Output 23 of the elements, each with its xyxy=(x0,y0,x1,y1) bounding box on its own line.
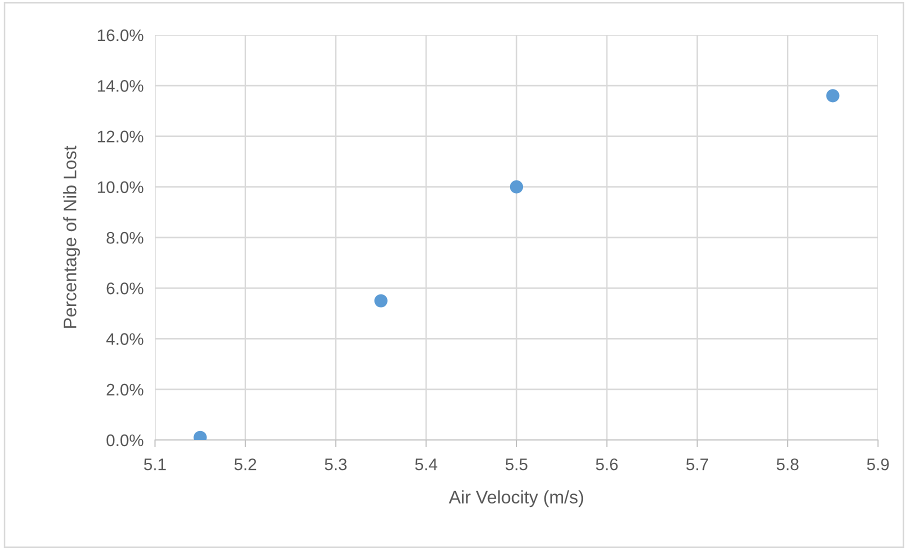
y-tick-label: 4.0% xyxy=(106,333,144,345)
y-tick-label: 14.0% xyxy=(98,80,144,92)
x-tick-label: 5.7 xyxy=(686,458,708,470)
x-tick-label: 5.1 xyxy=(144,458,166,470)
y-tick-label: 2.0% xyxy=(106,384,144,396)
y-axis-title: Percentage of Nib Lost xyxy=(63,146,80,328)
x-tick-label: 5.9 xyxy=(867,458,889,470)
y-tick-label: 6.0% xyxy=(106,282,144,294)
x-tick-label: 5.5 xyxy=(506,458,528,470)
x-tick-label: 5.4 xyxy=(415,458,438,470)
x-axis-title: Air Velocity (m/s) xyxy=(448,490,584,508)
y-tick-label: 0.0% xyxy=(106,434,144,446)
y-tick-label: 8.0% xyxy=(106,232,144,244)
point xyxy=(510,180,524,194)
point xyxy=(374,294,388,308)
y-tick-label: 16.0% xyxy=(98,29,144,42)
x-tick-label: 5.8 xyxy=(776,458,798,470)
x-tick-label: 5.2 xyxy=(234,458,256,470)
x-tick-label: 5.6 xyxy=(596,458,618,470)
point xyxy=(826,89,840,102)
y-tick-label: 10.0% xyxy=(98,181,144,194)
y-tick-label: 12.0% xyxy=(98,130,144,142)
x-tick-label: 5.3 xyxy=(324,458,347,470)
